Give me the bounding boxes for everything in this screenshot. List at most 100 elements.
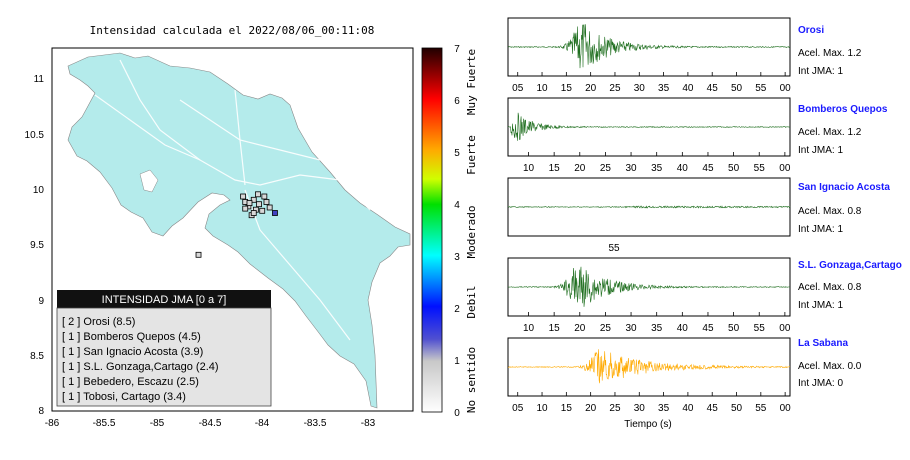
station-marker (266, 204, 273, 211)
legend-item: [ 1 ] Bomberos Quepos (4.5) (62, 331, 201, 343)
time-tick: 45 (707, 83, 719, 94)
waveform-trace-bomberos-quepos (507, 112, 790, 141)
legend-item: [ 1 ] Bebedero, Escazu (2.5) (62, 376, 199, 388)
waveform-panel-la-sabana: 05 10 15 20 25 30 35 40 45 50 55 00 La Sabana Acel.… (507, 337, 862, 414)
y-tick: 11 (34, 74, 45, 85)
time-tick: 05 (512, 83, 524, 94)
legend-item: [ 1 ] S.L. Gonzaga,Cartago (2.4) (62, 361, 219, 373)
time-tick: 35 (651, 163, 663, 174)
waveform-trace-sl-gonzaga-cartago (507, 266, 791, 307)
map-panel: -86 -85.5 -85 -84.5 -84 -83.5 -83 11 10.… (25, 47, 414, 429)
station-marker (195, 251, 202, 258)
y-tick: 9 (38, 296, 44, 307)
station-int: Int JMA: 1 (798, 145, 843, 156)
time-tick: 55 (754, 163, 766, 174)
station-int: Int JMA: 1 (798, 224, 843, 235)
time-tick: 50 (731, 403, 743, 414)
time-tick: 55 (608, 243, 620, 254)
x-tick: -83.5 (304, 418, 327, 429)
time-tick: 25 (600, 323, 612, 334)
time-tick: 10 (536, 403, 548, 414)
time-tick: 55 (755, 403, 767, 414)
time-tick: 10 (523, 163, 535, 174)
x-tick: -85.5 (93, 418, 116, 429)
y-tick: 9.5 (30, 240, 44, 251)
nicoya-gulf (139, 169, 159, 193)
time-tick: 00 (780, 403, 792, 414)
station-name: S.L. Gonzaga,Cartago (798, 260, 902, 271)
colorbar-tick: 4 (454, 200, 460, 211)
time-tick: 00 (779, 323, 791, 334)
legend-item: [ 2 ] Orosi (8.5) (62, 316, 135, 328)
station-marker (272, 210, 278, 216)
time-tick: 25 (609, 83, 621, 94)
station-name: La Sabana (798, 338, 848, 349)
time-tick: 40 (682, 83, 694, 94)
waveform-panel-sl-gonzaga-cartago: 10 15 20 25 30 35 40 45 50 55 00 S.L. Gonzaga,Cart… (507, 257, 902, 334)
waveform-trace-san-ignacio-acosta (507, 205, 791, 209)
time-tick: 40 (677, 163, 689, 174)
waveform-panel-san-ignacio-acosta: 55 San Ignacio Acosta Acel. Max. 0.8 Int… (507, 177, 890, 254)
waveform-panel-bomberos-quepos: 10 15 20 25 30 35 40 45 50 55 00 Bomberos Quepos A… (507, 97, 888, 174)
y-tick: 10 (33, 185, 45, 196)
station-int: Int JMA: 0 (798, 378, 843, 389)
time-tick: 30 (625, 163, 637, 174)
time-tick: 40 (682, 403, 694, 414)
colorbar-label: No sentido (465, 347, 478, 413)
time-tick: 55 (755, 83, 767, 94)
station-marker (261, 193, 268, 200)
map-x-axis: -86 -85.5 -85 -84.5 -84 -83.5 -83 (45, 418, 376, 429)
colorbar-label: Muy Fuerte (465, 49, 478, 115)
station-acel: Acel. Max. 0.0 (798, 361, 862, 372)
time-tick: 30 (634, 83, 646, 94)
time-tick: 25 (600, 163, 612, 174)
station-marker (250, 210, 257, 216)
colorbar-tick: 7 (454, 44, 460, 55)
time-tick: 35 (651, 323, 663, 334)
road-network (94, 59, 371, 341)
x-tick: -84.5 (199, 418, 222, 429)
time-tick: 20 (574, 163, 586, 174)
colorbar-tick: 6 (454, 96, 460, 107)
station-marker (256, 201, 262, 208)
time-tick: 20 (585, 83, 597, 94)
x-tick: -85 (150, 418, 165, 429)
time-tick: 35 (658, 83, 670, 94)
x-tick: -83 (361, 418, 376, 429)
time-tick: 50 (731, 83, 743, 94)
x-tick: -86 (45, 418, 60, 429)
station-name: Orosi (798, 25, 824, 36)
time-tick: 05 (512, 403, 524, 414)
colorbar-tick: 0 (454, 408, 460, 419)
waveform-trace-la-sabana (507, 349, 791, 384)
colorbar-tick: 3 (454, 252, 460, 263)
station-acel: Acel. Max. 0.8 (798, 206, 862, 217)
costa-rica-land (67, 52, 411, 409)
time-tick: 15 (549, 323, 561, 334)
waveform-trace-orosi (507, 24, 791, 69)
time-tick: 55 (754, 323, 766, 334)
legend-item: [ 1 ] Tobosi, Cartago (3.4) (62, 391, 186, 403)
colorbar-tick: 5 (454, 148, 460, 159)
station-int: Int JMA: 1 (798, 66, 843, 77)
colorbar-gradient (421, 47, 443, 413)
time-tick: 45 (707, 403, 719, 414)
time-tick: 35 (658, 403, 670, 414)
time-tick: 25 (609, 403, 621, 414)
time-tick: 15 (561, 83, 573, 94)
time-tick: 00 (780, 83, 792, 94)
x-axis-label: Tiempo (s) (624, 419, 671, 430)
time-tick: 15 (549, 163, 561, 174)
legend-header: INTENSIDAD JMA [0 a 7] (102, 294, 227, 306)
time-tick: 45 (702, 323, 714, 334)
station-int: Int JMA: 1 (798, 300, 843, 311)
time-tick: 50 (728, 323, 740, 334)
legend-item: [ 1 ] San Ignacio Acosta (3.9) (62, 346, 203, 358)
waveform-panels: 05 10 15 20 25 30 35 40 45 50 55 00 Orosi Acel. Max… (507, 17, 902, 430)
time-tick: 30 (625, 323, 637, 334)
station-marker (263, 199, 270, 205)
intensity-legend: INTENSIDAD JMA [0 a 7] [ 2 ] Orosi (8.5)… (56, 290, 272, 407)
time-tick: 30 (634, 403, 646, 414)
y-tick: 8 (38, 406, 44, 417)
